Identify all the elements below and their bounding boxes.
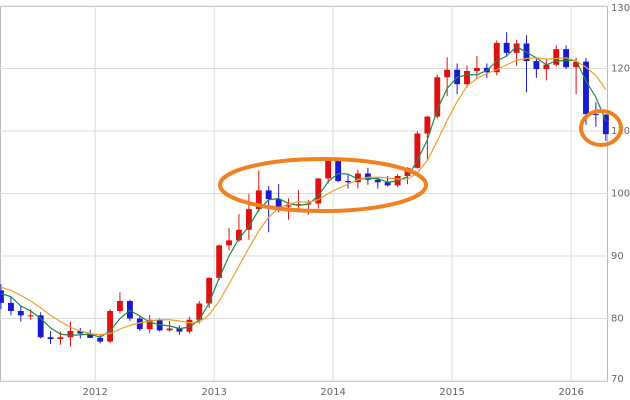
- x-tick-label: 2016: [558, 387, 583, 398]
- candle-body: [543, 64, 550, 70]
- candle-body: [196, 303, 203, 320]
- marks: [0, 32, 609, 347]
- candle-body: [335, 160, 342, 181]
- highlight-ellipse: [218, 157, 428, 213]
- candle-body: [216, 245, 223, 278]
- candle-body: [57, 337, 64, 340]
- candle-body: [374, 179, 381, 183]
- candle-body: [27, 315, 34, 317]
- candle-body: [325, 160, 332, 179]
- candle-body: [573, 61, 580, 68]
- grid: [0, 5, 608, 382]
- candle-body: [176, 328, 183, 332]
- candle-body: [592, 114, 599, 116]
- candle-body: [47, 337, 54, 340]
- candle-body: [414, 133, 421, 168]
- y-tick-label: 100: [611, 189, 630, 200]
- candle-body: [285, 205, 292, 207]
- candle-body: [513, 43, 520, 53]
- candle-body: [206, 277, 213, 304]
- candle-body: [473, 67, 480, 71]
- candle-body: [226, 240, 232, 246]
- candle-body: [553, 49, 560, 65]
- candle-body: [67, 331, 74, 338]
- candle-body: [255, 190, 262, 210]
- candle-body: [444, 69, 451, 78]
- candle-body: [503, 42, 510, 53]
- candle-body: [583, 61, 589, 115]
- candle-body: [533, 61, 540, 70]
- candle-body: [602, 114, 609, 135]
- y-tick-label: 120: [611, 64, 630, 75]
- highlight-ellipse: [579, 109, 623, 147]
- candle-body: [97, 337, 104, 342]
- candle-body: [8, 302, 14, 311]
- candle-body: [275, 199, 282, 207]
- candle-body: [116, 301, 123, 311]
- candle-body: [235, 229, 242, 241]
- x-tick-label: 2013: [201, 387, 226, 398]
- x-tick-label: 2012: [82, 387, 107, 398]
- candle-body: [354, 173, 361, 183]
- y-tick-label: 80: [611, 314, 624, 325]
- candle-body: [186, 319, 193, 332]
- x-tick-label: 2014: [320, 387, 345, 398]
- candle-body: [424, 116, 431, 134]
- candle-body: [434, 77, 441, 117]
- candle-body: [17, 311, 24, 316]
- y-tick-label: 70: [611, 374, 624, 385]
- candle-body: [87, 333, 94, 338]
- candle-body: [136, 318, 143, 330]
- candle-body: [37, 315, 44, 338]
- candle-body: [384, 182, 391, 186]
- candle-body: [245, 209, 252, 230]
- candle-body: [107, 311, 114, 342]
- candle-body: [315, 178, 322, 204]
- y-tick-label: 90: [611, 251, 624, 262]
- moving-average: [0, 57, 607, 336]
- candle-body: [0, 290, 4, 303]
- candle-body: [146, 319, 153, 330]
- candle-body: [364, 173, 371, 180]
- x-tick-label: 2015: [439, 387, 464, 398]
- candle-body: [345, 181, 351, 183]
- candle-body: [77, 331, 84, 334]
- y-tick-label: 130: [611, 3, 630, 14]
- candle-body: [166, 328, 173, 331]
- moving-average: [0, 45, 607, 338]
- candle-body: [464, 71, 470, 85]
- candle-body: [295, 204, 302, 206]
- candle-body: [265, 190, 272, 200]
- candle-body: [493, 42, 500, 73]
